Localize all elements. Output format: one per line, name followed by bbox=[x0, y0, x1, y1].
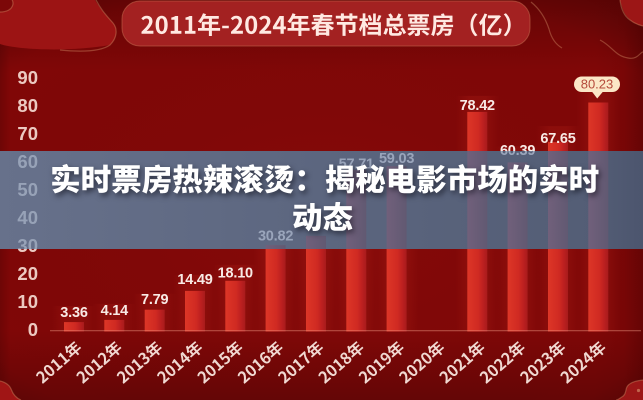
svg-text:70: 70 bbox=[17, 123, 38, 144]
svg-text:59.03: 59.03 bbox=[379, 151, 414, 167]
svg-text:0: 0 bbox=[28, 319, 38, 340]
svg-text:4.14: 4.14 bbox=[101, 303, 129, 319]
svg-text:60: 60 bbox=[17, 151, 38, 172]
svg-text:30.82: 30.82 bbox=[258, 229, 293, 245]
svg-text:30: 30 bbox=[17, 235, 38, 256]
svg-text:7.79: 7.79 bbox=[141, 292, 169, 308]
svg-text:80: 80 bbox=[17, 95, 38, 116]
svg-text:67.65: 67.65 bbox=[540, 131, 575, 147]
svg-text:90: 90 bbox=[17, 67, 38, 88]
svg-text:50: 50 bbox=[17, 179, 38, 200]
svg-text:78.42: 78.42 bbox=[460, 98, 495, 114]
svg-text:14.49: 14.49 bbox=[177, 272, 212, 288]
svg-text:80.23: 80.23 bbox=[581, 77, 614, 92]
svg-text:18.10: 18.10 bbox=[218, 265, 253, 281]
svg-text:60.39: 60.39 bbox=[500, 143, 535, 159]
svg-text:3.36: 3.36 bbox=[60, 305, 88, 321]
svg-text:10: 10 bbox=[17, 291, 38, 312]
svg-text:20: 20 bbox=[17, 263, 38, 284]
svg-text:40: 40 bbox=[17, 207, 38, 228]
